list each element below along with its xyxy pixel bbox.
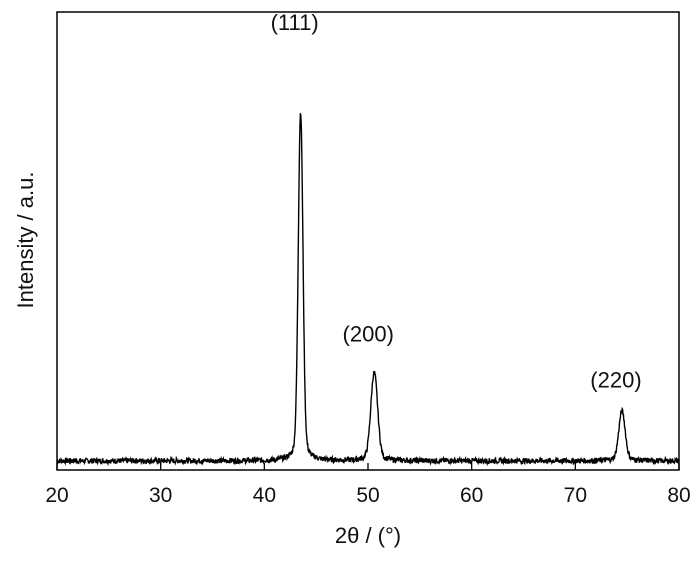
peak-label: (111): [271, 10, 319, 35]
peak-label: (220): [590, 367, 641, 392]
x-tick-label: 30: [149, 484, 172, 507]
x-ticks: 20 30 40 50 60 70 80: [45, 463, 691, 507]
plot-frame: [56, 11, 680, 471]
diffraction-pattern-line: [56, 113, 680, 467]
x-tick-label: 20: [45, 484, 68, 507]
x-tick-label: 40: [253, 484, 276, 507]
x-axis-title: 2θ / (°): [335, 523, 401, 548]
y-axis-title: Intensity / a.u.: [13, 172, 38, 309]
peak-label: (200): [343, 322, 394, 347]
x-tick-label: 60: [460, 484, 483, 507]
peak-labels: (111) (200) (220): [271, 10, 642, 392]
x-tick-label: 70: [564, 484, 587, 507]
x-tick-label: 80: [667, 484, 690, 507]
x-tick-label: 50: [356, 484, 379, 507]
